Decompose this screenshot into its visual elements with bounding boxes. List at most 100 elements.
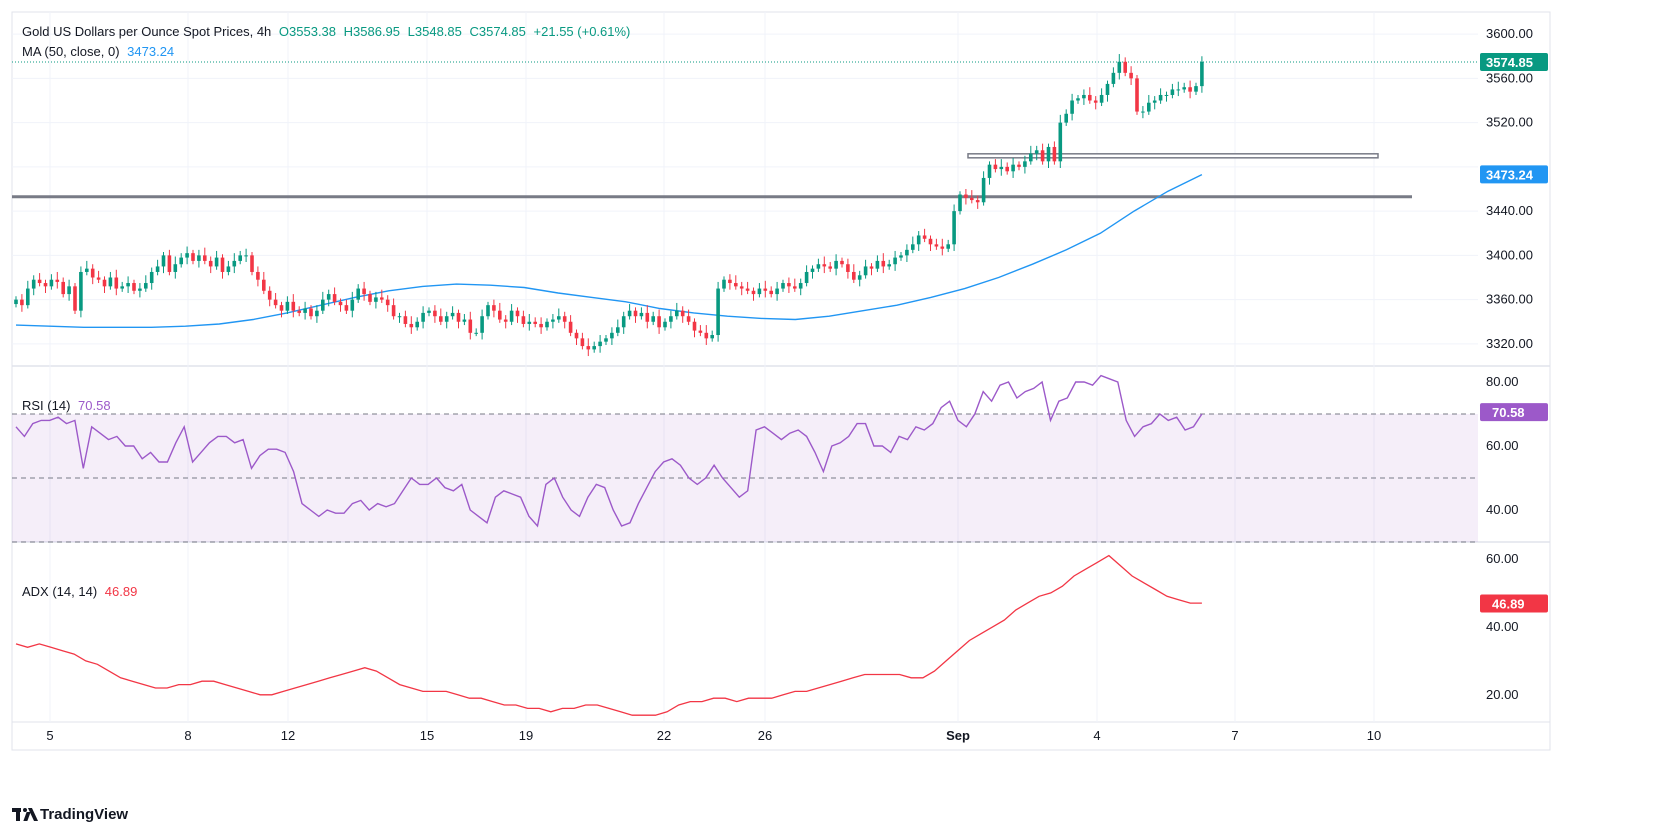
candle-body	[1147, 102, 1151, 112]
ma-label[interactable]: MA (50, close, 0)	[22, 44, 120, 59]
candle-body	[486, 305, 490, 317]
candle-body	[138, 288, 142, 291]
candle-body	[155, 266, 160, 272]
price-tag-label: 3574.85	[1486, 55, 1533, 70]
candle-body	[79, 271, 83, 311]
candle-body	[421, 312, 425, 322]
candle-body	[444, 316, 449, 322]
candle-body	[734, 283, 738, 287]
candle-body	[987, 164, 992, 178]
ohlc-high: H3586.95	[343, 24, 401, 39]
symbol-title[interactable]: Gold US Dollars per Ounce Spot Prices, 4…	[22, 24, 272, 39]
candle-body	[810, 268, 815, 272]
candle-body	[899, 255, 903, 258]
resistance-zone	[967, 153, 1379, 159]
candle-body	[20, 299, 24, 306]
ohlc-close: C3574.85	[469, 24, 526, 39]
candle-body	[1076, 98, 1080, 101]
candle-body	[297, 310, 301, 313]
candle-body	[834, 260, 838, 269]
candle-body	[663, 321, 667, 328]
candle-body	[303, 308, 307, 313]
candle-body	[669, 316, 673, 322]
candle-body	[185, 253, 189, 258]
candle-body	[385, 299, 390, 306]
rsi-value: 70.58	[78, 398, 111, 413]
adx-value: 46.89	[104, 584, 138, 599]
rsi-label[interactable]: RSI (14)	[22, 398, 71, 413]
candle-body	[1099, 94, 1104, 103]
candle-body	[179, 257, 183, 265]
candle-body	[503, 319, 508, 322]
candle-body	[149, 271, 154, 284]
candle-body	[315, 310, 319, 317]
candle-body	[639, 312, 644, 317]
candle-body	[203, 255, 207, 261]
candle-body	[409, 323, 414, 328]
chart-border	[11, 11, 1551, 751]
candle-body	[698, 330, 703, 333]
candle-body	[1034, 150, 1039, 154]
candle-body	[73, 286, 77, 311]
candle-body	[916, 235, 921, 245]
candle-body	[840, 260, 844, 265]
adx-label[interactable]: ADX (14, 14)	[22, 584, 98, 599]
candle-body	[132, 283, 136, 291]
candle-body	[1158, 94, 1163, 101]
candle-body	[90, 268, 95, 278]
candle-body	[928, 238, 933, 245]
candle-body	[1017, 164, 1021, 167]
candle-body	[627, 310, 632, 317]
candle-body	[1005, 166, 1009, 172]
price-tag-badge	[1480, 52, 1548, 71]
candle-body	[1070, 100, 1074, 114]
tradingview-wordmark: TradingView	[40, 806, 129, 823]
candle-body	[604, 338, 608, 342]
candle-body	[775, 288, 779, 295]
tradingview-logo[interactable]: TradingView	[12, 806, 128, 823]
candle-body	[881, 260, 886, 267]
candle-body	[993, 164, 998, 170]
candle-body	[462, 319, 467, 322]
price-axis: 3600.00 3560.00 3520.00 3440.00 3400.00 3360.…	[1480, 26, 1548, 351]
candle-body	[686, 316, 691, 322]
time-tick-label: 7	[1231, 728, 1238, 743]
candle-body	[291, 301, 296, 311]
candle-body	[557, 316, 561, 320]
candle-body	[545, 321, 549, 328]
candle-body	[515, 310, 520, 317]
candle-body	[509, 310, 514, 322]
candle-body	[108, 277, 113, 287]
candle-body	[1052, 146, 1057, 162]
candle-body	[214, 257, 219, 267]
candle-body	[1194, 86, 1198, 92]
time-tick-label: 19	[519, 728, 533, 743]
candle-body	[1093, 100, 1098, 103]
candle-body	[1123, 61, 1127, 73]
candle-body	[657, 316, 661, 328]
candle-body	[1029, 153, 1033, 162]
candle-body	[533, 321, 537, 324]
candle-body	[456, 312, 461, 322]
candle-body	[751, 290, 756, 295]
adx-tick-label: 40.00	[1486, 619, 1519, 634]
candle-body	[1182, 87, 1186, 90]
candle-body	[273, 299, 278, 306]
candle-body	[757, 288, 762, 295]
candle-body	[356, 288, 360, 300]
candle-body	[763, 288, 768, 291]
candle-body	[716, 288, 720, 336]
candle-body	[728, 279, 732, 284]
candle-body	[905, 249, 909, 256]
adx-value-badge	[1480, 594, 1548, 613]
candle-body	[1082, 94, 1086, 99]
time-axis[interactable]: 5 8 12 15 19 22 26 Sep 4 7 10	[46, 728, 1381, 743]
candle-body	[433, 310, 437, 317]
candle-body	[161, 255, 166, 267]
candle-body	[85, 268, 89, 272]
candle-body	[468, 319, 473, 333]
time-tick-label: 26	[758, 728, 772, 743]
candle-body	[350, 299, 355, 311]
rsi-tick-label: 80.00	[1486, 374, 1519, 389]
candle-body	[863, 266, 868, 276]
